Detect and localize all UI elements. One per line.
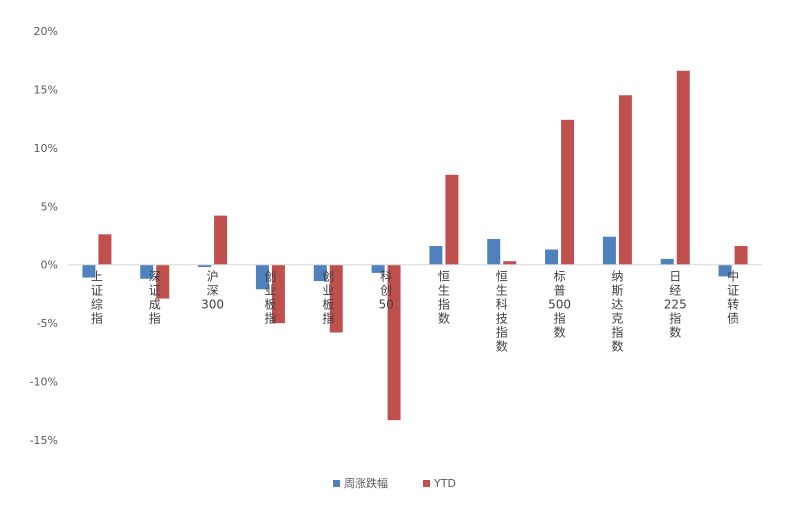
legend-label: 周涨跌幅 <box>344 476 388 490</box>
bar-weekly <box>371 264 385 273</box>
category-label: 标普 500 指数 <box>548 270 571 340</box>
category-label: 沪深 300 <box>201 270 224 312</box>
category-label: 恒生科技指数 <box>496 270 508 354</box>
bar-ytd <box>445 174 459 265</box>
legend-swatch <box>333 480 340 487</box>
bar-weekly <box>602 236 616 265</box>
bar-weekly <box>660 258 674 265</box>
bar-ytd <box>156 264 170 299</box>
y-tick-label: -5% <box>37 317 58 330</box>
y-axis: 20% 15% 10% 5% 0% -5% -10% -15% <box>30 25 58 447</box>
bar-weekly <box>82 264 96 278</box>
bar-weekly <box>313 264 327 282</box>
category-label: 创业板指 <box>264 270 276 326</box>
category-label: 深证成指 <box>149 270 161 326</box>
legend-swatch <box>423 480 430 487</box>
legend-label: YTD <box>433 477 456 490</box>
bar-ytd <box>734 246 748 265</box>
category-label: 纳斯达克指数 <box>611 270 623 354</box>
bar-weekly <box>487 239 501 265</box>
y-tick-label: 15% <box>34 83 58 96</box>
category-label: 恒生指数 <box>438 270 450 326</box>
y-tick-label: 20% <box>34 25 58 38</box>
category-labels: 上证综指 深证成指 沪深 300 创业板指 创业板指 科创 50 恒生指数 恒生科技指数 标普 500… <box>91 269 739 354</box>
bar-weekly <box>198 264 212 268</box>
y-tick-label: -15% <box>30 434 58 447</box>
y-tick-label: -10% <box>30 376 58 389</box>
bar-weekly <box>429 246 443 265</box>
bar-weekly <box>255 264 269 290</box>
bar-weekly <box>140 264 154 279</box>
bar-weekly <box>545 249 559 265</box>
bar-ytd <box>98 234 112 265</box>
bar-ytd <box>271 264 285 324</box>
category-label: 上证综指 <box>91 270 103 326</box>
bar-ytd <box>618 95 632 265</box>
y-tick-label: 0% <box>41 259 58 272</box>
category-label: 科创 50 <box>378 270 393 312</box>
y-tick-label: 10% <box>34 142 58 155</box>
category-label: 中证转债 <box>727 269 739 326</box>
legend: 周涨跌幅 YTD <box>333 476 456 490</box>
bar-ytd <box>561 119 575 265</box>
y-tick-label: 5% <box>41 200 58 213</box>
bar-ytd <box>329 264 343 333</box>
bars-group <box>82 70 748 421</box>
bar-ytd <box>503 261 517 265</box>
category-label: 日经 225 指数 <box>664 270 687 340</box>
bar-ytd <box>676 70 690 265</box>
bar-ytd <box>387 264 401 421</box>
bar-weekly <box>718 264 732 277</box>
category-label: 创业板指 <box>322 270 334 326</box>
bar-ytd <box>214 215 228 265</box>
